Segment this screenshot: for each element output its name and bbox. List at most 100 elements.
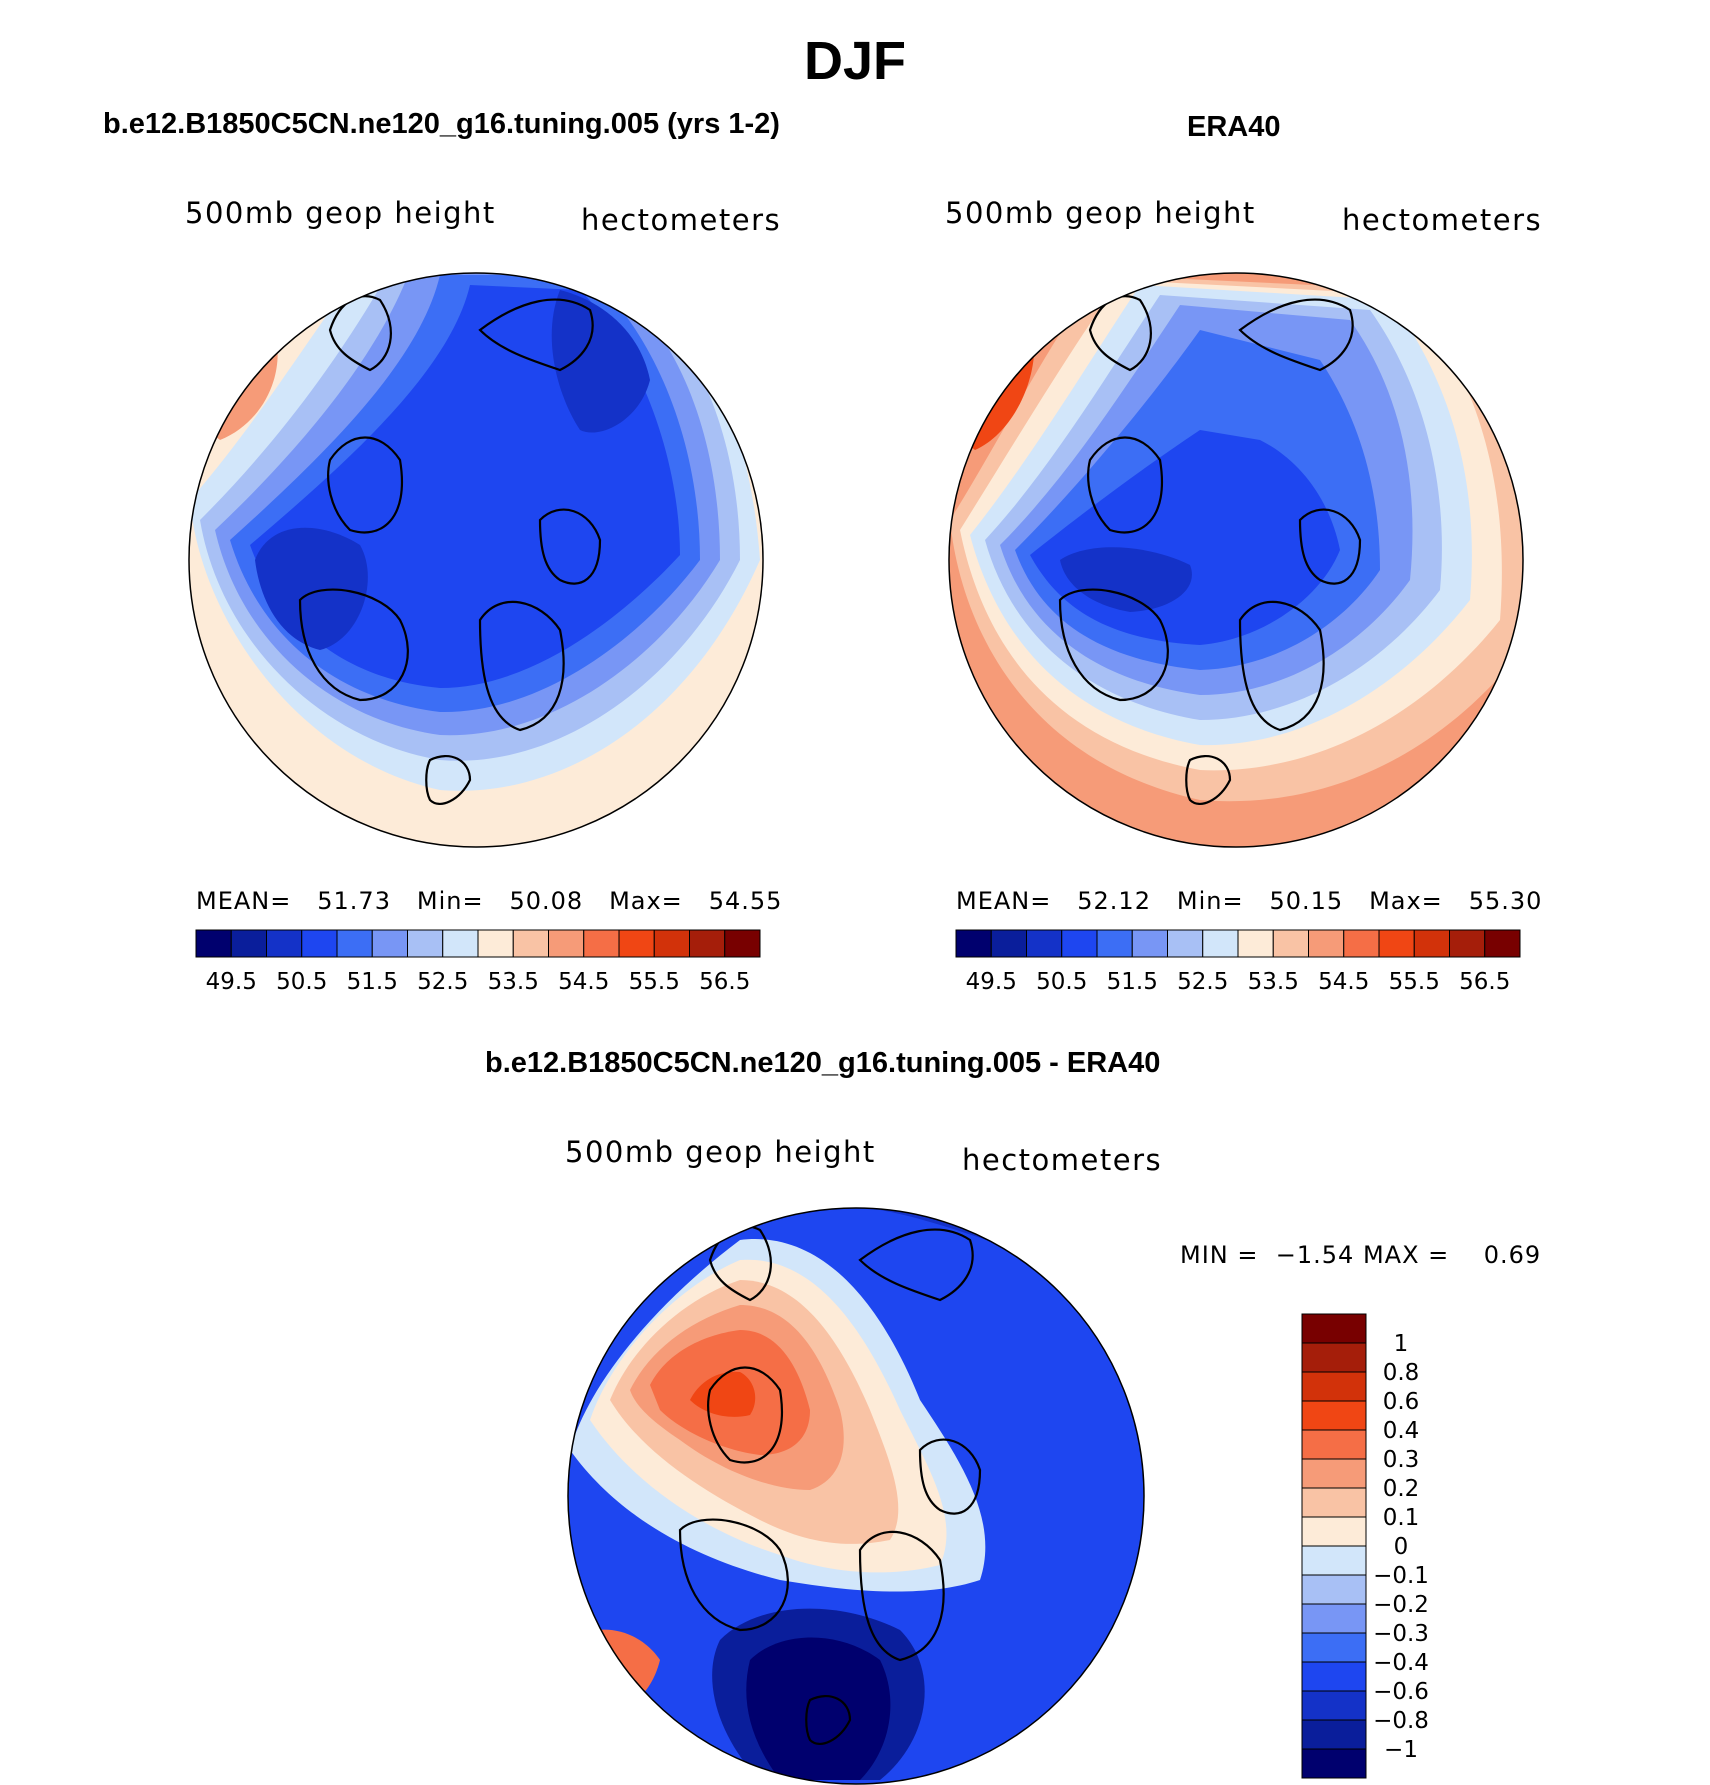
panel3-variable-label: 500mb geop height — [565, 1135, 876, 1169]
panel3-colorbar-tick-label: 1 — [1394, 1331, 1409, 1357]
panel3-min-value: −1.54 — [1275, 1241, 1355, 1269]
panel1-colorbar-tick-label: 56.5 — [699, 969, 750, 995]
panel1-colorbar-tick-label: 52.5 — [417, 969, 468, 995]
panel3-min-label: MIN = — [1180, 1241, 1259, 1269]
panel2-colorbar-tick-label: 50.5 — [1036, 969, 1087, 995]
panel2-units-label: hectometers — [1342, 203, 1543, 237]
panel3-colorbar-swatch — [1301, 1603, 1367, 1634]
panel3-colorbar-tick-label: −1 — [1384, 1737, 1418, 1763]
panel2-low-center — [1060, 547, 1192, 612]
panel2-colorbar-tick-label: 56.5 — [1459, 969, 1510, 995]
panel1-colorbar-swatch — [689, 929, 726, 958]
panel2-colorbar-tick-label: 54.5 — [1318, 969, 1369, 995]
panel3-colorbar-tick-label: −0.3 — [1373, 1621, 1429, 1647]
panel1-coastlines — [298, 295, 602, 806]
panel2-coastlines — [1058, 295, 1362, 806]
panel3-colorbar-tick-label: 0.4 — [1383, 1418, 1420, 1444]
panel2-colorbar-swatch — [990, 929, 1027, 958]
panel1-max-label: Max= — [609, 887, 683, 915]
panel1-colorbar-tick-label: 53.5 — [488, 969, 539, 995]
panel3-units-label: hectometers — [962, 1143, 1163, 1177]
panel2-max-value: 55.30 — [1468, 887, 1543, 915]
panel3-colorbar-swatch — [1301, 1748, 1367, 1779]
panel1-colorbar-swatch — [653, 929, 690, 958]
panel3-colorbar-swatch — [1301, 1545, 1367, 1576]
panel2-colorbar-tick-label: 53.5 — [1248, 969, 1299, 995]
panel1-min-value: 50.08 — [509, 887, 584, 915]
panel2-colorbar-swatch — [955, 929, 992, 958]
panel1-units-label: hectometers — [581, 203, 782, 237]
panel3-colorbar-tick-label: 0.6 — [1383, 1389, 1420, 1415]
panel1-colorbar-tick-label: 55.5 — [629, 969, 680, 995]
figure-title: DJF — [803, 31, 906, 91]
panel3-stats: MIN = −1.54 MAX = 0.69 — [1180, 1241, 1541, 1269]
panel3-colorbar-tick-label: −0.1 — [1373, 1563, 1429, 1589]
panel2-colorbar-swatch — [1308, 929, 1345, 958]
panel3-colorbar-tick-label: 0.8 — [1383, 1360, 1420, 1386]
panel3-band-neg-1 — [746, 1637, 891, 1780]
panel3-colorbar-tick-label: −0.8 — [1373, 1708, 1429, 1734]
panel2-colorbar-tick-label: 49.5 — [966, 969, 1017, 995]
panel3-colorbar-swatch — [1301, 1313, 1367, 1344]
panel3-colorbar-swatch — [1301, 1632, 1367, 1663]
panel2-colorbar-swatch — [1096, 929, 1133, 958]
panel3-colorbar-swatch — [1301, 1719, 1367, 1750]
panel1-colorbar-tick-label: 54.5 — [558, 969, 609, 995]
panel3-colorbar-tick-label: −0.2 — [1373, 1592, 1429, 1618]
panel1-colorbar-swatch — [301, 929, 338, 958]
panel2-min-value: 50.15 — [1269, 887, 1344, 915]
panel1-colorbar-swatch — [618, 929, 655, 958]
panel1-colorbar-swatch — [407, 929, 444, 958]
panel1-mean-value: 51.73 — [317, 887, 391, 915]
panel3-colorbar-tick-label: 0 — [1394, 1534, 1409, 1560]
panel2-colorbar-tick-label: 52.5 — [1177, 969, 1228, 995]
panel2-map — [949, 273, 1523, 847]
panel1-colorbar-swatch — [230, 929, 267, 958]
panel2-mean-value: 52.12 — [1077, 887, 1151, 915]
panel2-max-label: Max= — [1369, 887, 1443, 915]
panel1-mean-label: MEAN= — [196, 887, 292, 915]
panel2-colorbar-swatch — [1237, 929, 1274, 958]
panel1-min-label: Min= — [416, 887, 484, 915]
panel3-max-value: 0.69 — [1483, 1241, 1542, 1269]
panel3-colorbar-swatch — [1301, 1690, 1367, 1721]
panel3-colorbar-swatch — [1301, 1661, 1367, 1692]
panel2-colorbar-swatch — [1413, 929, 1450, 958]
panel2-colorbar-swatch — [1026, 929, 1063, 958]
panel2-title: ERA40 — [1187, 111, 1281, 143]
panel3-band-0-6 — [690, 1371, 756, 1417]
panel2-colorbar-swatch — [1131, 929, 1168, 958]
panel1-low-siberia — [551, 290, 650, 433]
panel3-colorbar-swatch — [1301, 1516, 1367, 1547]
panel3-colorbar-tick-label: −0.4 — [1373, 1650, 1429, 1676]
panel3-coastlines — [678, 1225, 982, 1746]
panel3-colorbar-swatch — [1301, 1487, 1367, 1518]
panel3-colorbar-swatch — [1301, 1400, 1367, 1431]
panel1-map-border — [188, 272, 764, 848]
panel2-colorbar-tick-label: 55.5 — [1389, 969, 1440, 995]
panel1-map — [189, 273, 763, 847]
panel3-colorbar-swatch — [1301, 1429, 1367, 1460]
panel3-colorbar-tick-label: −0.6 — [1373, 1679, 1429, 1705]
panel2-variable-label: 500mb geop height — [945, 196, 1256, 230]
panel1-colorbar-swatch — [266, 929, 303, 958]
panel2-colorbar-swatch — [1167, 929, 1204, 958]
panel3-colorbar: 1 0.8 0.6 0.4 0.3 0.2 0.1 0 −0.1 −0.2 −0.3 −0.4 −0.6… — [1301, 1313, 1429, 1779]
panel1-variable-label: 500mb geop height — [185, 196, 496, 230]
panel1-colorbar-swatch — [371, 929, 408, 958]
panel3-colorbar-tick-label: 0.3 — [1383, 1447, 1420, 1473]
panel1-colorbar-swatch — [583, 929, 620, 958]
panel1-colorbar-tick-label: 49.5 — [206, 969, 257, 995]
panel3-colorbar-swatch — [1301, 1342, 1367, 1373]
panel1-colorbar-tick-label: 50.5 — [276, 969, 327, 995]
panel1-title: b.e12.B1850C5CN.ne120_g16.tuning.005 (yr… — [103, 108, 780, 140]
panel2-map-border — [948, 272, 1524, 848]
panel3-map-border — [567, 1207, 1145, 1785]
panel3-colorbar-swatch — [1301, 1371, 1367, 1402]
panel2-colorbar-swatch — [1061, 929, 1098, 958]
panel1-colorbar-swatch — [548, 929, 585, 958]
panel1-colorbar-swatch — [336, 929, 373, 958]
panel2-min-label: Min= — [1176, 887, 1244, 915]
panel2-colorbar-swatch — [1449, 929, 1486, 958]
